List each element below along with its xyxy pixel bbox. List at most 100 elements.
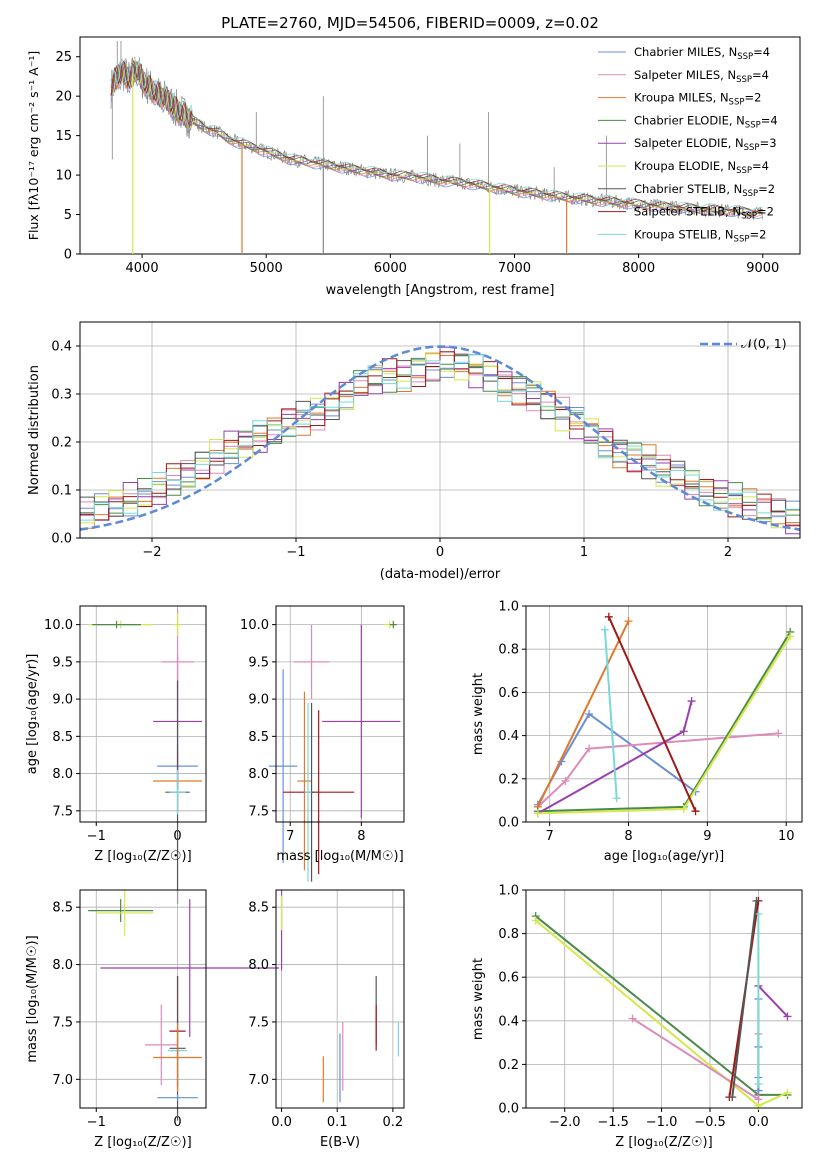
y-ticks: 7.5 8.0 8.5 9.0 9.5 10.0 <box>44 618 206 819</box>
y-tick-label: 0.2 <box>51 436 72 451</box>
weight-marker-salpeter_elodie <box>679 727 688 736</box>
axes-frame <box>79 321 801 539</box>
y-axis-label: mass weight <box>471 958 486 1040</box>
weight-marker-kroupa_stelib <box>754 1080 763 1089</box>
legend-label-text: Salpeter ELODIE, N <box>634 136 744 150</box>
x-axis-label: Z [log₁₀(Z/Z☉)] <box>615 1135 712 1150</box>
x-tick-label: −0.5 <box>694 1115 726 1130</box>
x-tick-label: −2.0 <box>549 1115 581 1130</box>
legend-label-suffix: =4 <box>752 68 769 82</box>
z-age-panel: −10 7.5 8.0 8.5 9.0 9.5 10.0 Z [log₁₀(Z/Z☉)] age… <box>25 605 207 904</box>
x-tick-label: −1 <box>286 545 305 560</box>
chart-title: PLATE=2760, MJD=54506, FIBERID=0009, z=0… <box>221 14 599 32</box>
y-tick-label: 8.0 <box>52 767 73 782</box>
legend-label-suffix: =4 <box>752 159 769 173</box>
axes-frame <box>79 36 801 255</box>
y-tick-label: 8.0 <box>248 767 269 782</box>
x-tick-label: 7 <box>546 829 554 844</box>
x-tick-label: 0.0 <box>748 1115 769 1130</box>
y-tick-label: 0.2 <box>498 772 519 787</box>
weight-marker-chabrier_stelib <box>728 1093 737 1102</box>
legend-label-text: Kroupa MILES, N <box>634 91 729 105</box>
weight-line-kroupa_stelib <box>603 629 618 799</box>
y-axis-label: mass weight <box>471 673 486 755</box>
weight-marker-salpeter_miles <box>585 744 594 753</box>
x-tick-label: 7 <box>286 829 294 844</box>
x-ticks: 4000 5000 6000 7000 8000 9000 <box>126 254 779 276</box>
x-tick-label: 0.1 <box>327 1115 348 1130</box>
weight-marker-kroupa_elodie <box>679 805 688 814</box>
weight-marker-salpeter_miles <box>561 776 570 785</box>
x-tick-label: 8000 <box>622 261 655 276</box>
y-tick-label: 0.4 <box>498 1014 519 1029</box>
weight-marker-salpeter_elodie <box>687 697 696 706</box>
y-tick-label: 0.3 <box>51 388 72 403</box>
y-tick-label: 0.4 <box>498 729 519 744</box>
y-ticks: 7.5 8.0 8.5 9.0 9.5 10.0 <box>240 618 404 819</box>
x-tick-label: 4000 <box>126 261 159 276</box>
model-spectrum-chabrier_miles <box>110 66 763 219</box>
legend-label: Chabrier STELIB, NSSP=2 <box>634 182 775 199</box>
axes-frame <box>525 889 803 1109</box>
x-axis-label: Z [log₁₀(Z/Z☉)] <box>94 1135 191 1150</box>
y-tick-label: 25 <box>55 50 72 65</box>
x-tick-label: 0.0 <box>271 1115 292 1130</box>
y-axis-label: Flux [fλ10⁻¹⁷ erg cm⁻² s⁻¹ A⁻¹] <box>26 51 41 240</box>
y-tick-label: 7.5 <box>248 1015 269 1030</box>
weight-line-kroupa_elodie <box>537 635 792 815</box>
x-tick-label: 2 <box>724 545 732 560</box>
y-tick-label: 8.0 <box>248 958 269 973</box>
weight-marker-kroupa_elodie <box>531 916 540 925</box>
legend-label-suffix: =4 <box>761 113 778 127</box>
y-tick-label: 10.0 <box>44 618 73 633</box>
weight-marker-kroupa_stelib <box>600 625 609 634</box>
weight-line-chabrier_stelib <box>731 900 758 1098</box>
legend-label-subscript: SSP <box>729 98 745 108</box>
weight-line-kroupa_miles <box>536 620 630 808</box>
legend-label-text: Kroupa ELODIE, N <box>634 159 736 173</box>
legend-label-subscript: SSP <box>734 234 750 244</box>
model-spectrum-chabrier_stelib <box>110 60 763 214</box>
y-tick-label: 0.6 <box>498 971 519 986</box>
y-tick-label: 0.8 <box>498 927 519 942</box>
y-tick-label: 7.5 <box>52 1015 73 1030</box>
observed-spectrum <box>110 56 764 221</box>
x-axis-label: mass [log₁₀(M/M☉)] <box>276 849 403 864</box>
x-tick-label: 7000 <box>498 261 531 276</box>
legend-label: Kroupa ELODIE, NSSP=4 <box>634 159 769 176</box>
y-axis-label: age [log₁₀(age/yr)] <box>25 654 40 775</box>
y-axis-label: mass [log₁₀(M/M☉)] <box>25 935 40 1062</box>
weight-lines <box>531 896 792 1110</box>
weight-marker-salpeter_miles <box>754 1095 763 1104</box>
weight-line-salpeter_stelib <box>607 616 697 812</box>
weight-marker-kroupa_elodie <box>533 809 542 818</box>
x-tick-label: −2 <box>142 545 161 560</box>
y-tick-label: 7.0 <box>248 1073 269 1088</box>
weight-marker-kroupa_miles <box>624 617 633 626</box>
x-tick-label: 5000 <box>250 261 283 276</box>
y-ticks: 7.0 7.5 8.0 8.5 <box>248 901 404 1088</box>
legend-label-text: Chabrier STELIB, N <box>634 182 742 196</box>
weight-marker-kroupa_elodie <box>783 1088 792 1097</box>
y-tick-label: 7.5 <box>52 804 73 819</box>
histograms <box>80 346 800 535</box>
x-axis-label: Z [log₁₀(Z/Z☉)] <box>94 849 191 864</box>
y-axis-label: Normed distribution <box>27 365 42 495</box>
weight-marker-kroupa_stelib <box>612 794 621 803</box>
legend-label: Chabrier MILES, NSSP=4 <box>634 45 770 62</box>
y-tick-label: 8.5 <box>52 730 73 745</box>
x-axis-label: wavelength [Angstrom, rest frame] <box>326 283 555 298</box>
weight-marker-chabrier_miles <box>585 710 594 718</box>
y-tick-label: 0.0 <box>498 1102 519 1117</box>
legend-label-subscript: SSP <box>742 189 758 199</box>
y-tick-label: 8.5 <box>248 901 269 916</box>
y-tick-label: 0.0 <box>498 816 519 831</box>
x-axis-label: (data-model)/error <box>380 567 501 582</box>
residuals-panel: −2 −1 0 1 2 0.0 0.1 0.2 0.3 0.4 𝒩(0, 1) (data-model… <box>27 321 801 582</box>
legend-label: Salpeter ELODIE, NSSP=3 <box>634 136 777 153</box>
spectrum-curves <box>110 40 764 254</box>
y-tick-label: 1.0 <box>498 600 519 615</box>
y-tick-label: 0 <box>64 248 72 263</box>
